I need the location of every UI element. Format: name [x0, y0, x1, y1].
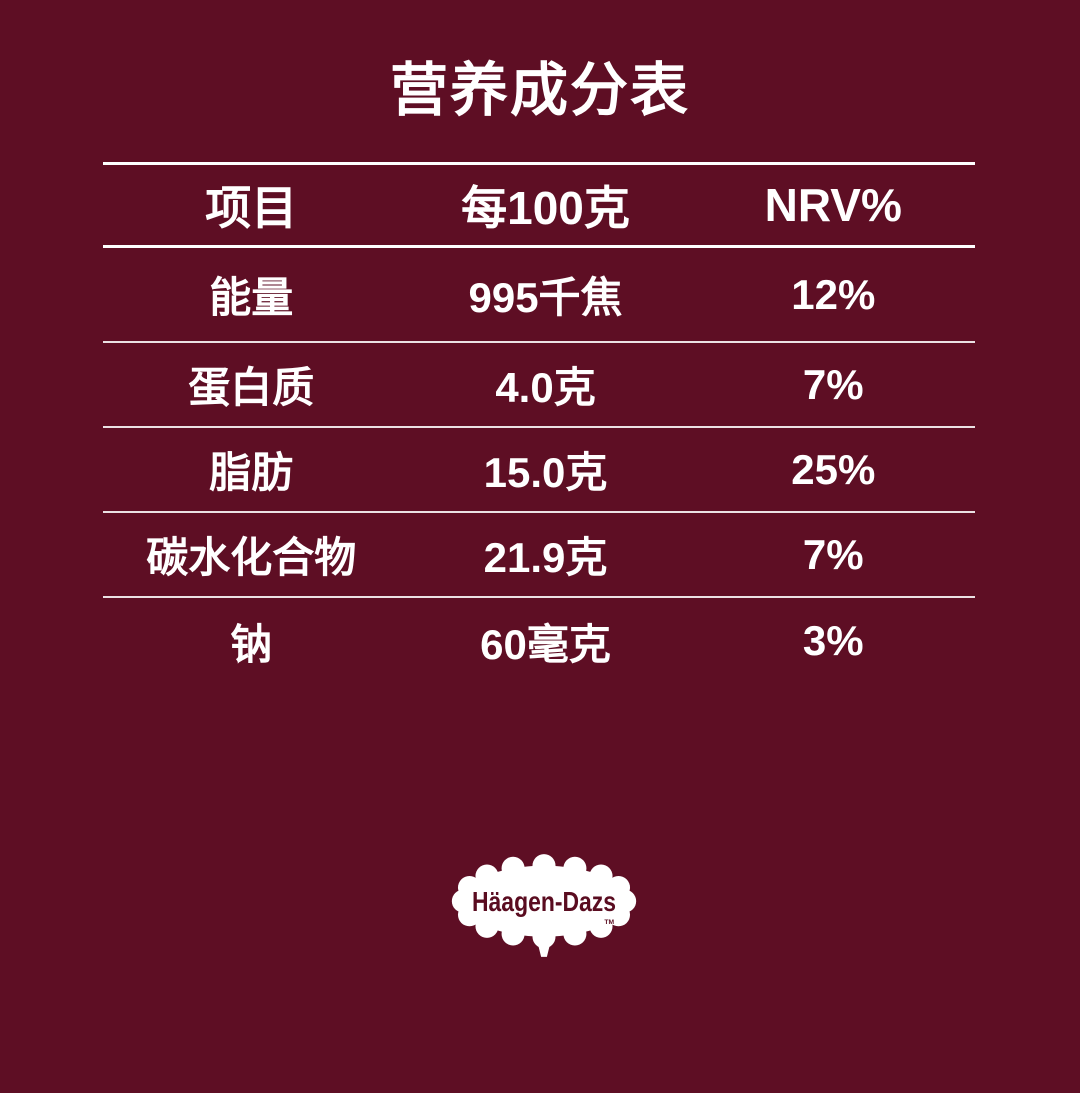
header-cell-item: 项目: [205, 182, 298, 234]
row-value: 21.9克: [483, 534, 608, 581]
nutrition-title: 营养成分表: [389, 58, 690, 123]
row-nrv: 3%: [802, 617, 864, 664]
table-row-protein: 蛋白质 4.0克 7%: [103, 343, 975, 428]
table-row-sodium: 钠 60毫克 3%: [103, 598, 975, 684]
row-label: 钠: [230, 620, 273, 668]
row-nrv: 7%: [802, 530, 864, 578]
row-value: 4.0克: [495, 364, 596, 411]
table-row-carbohydrate: 碳水化合物 21.9克 7%: [103, 513, 975, 598]
logo-stem: [538, 945, 550, 957]
haagen-dazs-logo: Häagen-Dazs TM: [448, 850, 640, 960]
row-value: 60毫克: [480, 620, 611, 668]
row-value: 995千焦: [468, 274, 623, 321]
table-row-fat: 脂肪 15.0克 25%: [103, 428, 975, 513]
header-cell-per100g: 每100克: [461, 182, 630, 234]
table-header-row: 项目 每100克 NRV%: [103, 162, 975, 248]
logo-trademark: TM: [604, 919, 614, 926]
row-label: 碳水化合物: [146, 534, 357, 581]
nutrition-table: 项目 每100克 NRV% 能量 995千焦 12% 蛋白质 4.0克 7% 脂…: [103, 162, 975, 684]
row-value: 15.0克: [483, 449, 608, 496]
row-label: 脂肪: [209, 449, 294, 496]
logo-cloud-icon: Häagen-Dazs TM: [451, 854, 637, 957]
row-nrv: 7%: [802, 360, 864, 408]
row-nrv: 12%: [791, 270, 876, 318]
row-label: 能量: [209, 274, 294, 321]
logo-brand-text: Häagen-Dazs: [472, 886, 616, 917]
row-nrv: 25%: [791, 445, 876, 493]
header-cell-nrv: NRV%: [764, 179, 902, 231]
table-row-energy: 能量 995千焦 12%: [103, 248, 975, 343]
row-label: 蛋白质: [188, 364, 315, 411]
